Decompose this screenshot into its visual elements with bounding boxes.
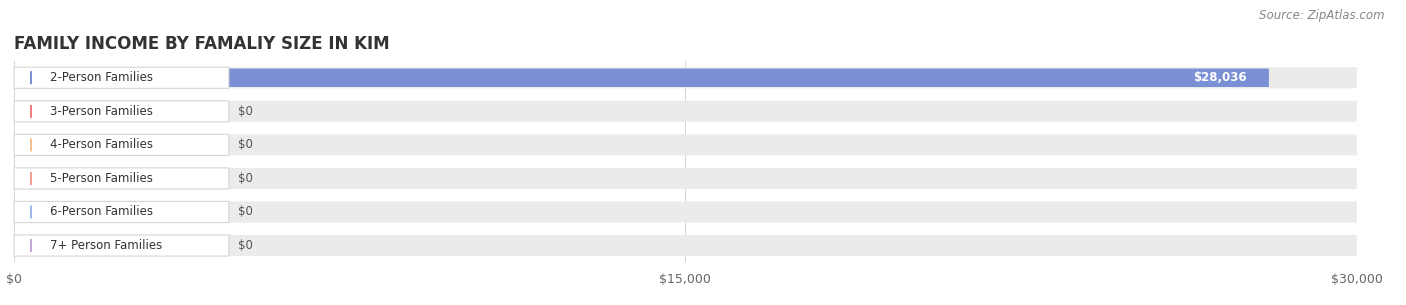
FancyBboxPatch shape	[14, 67, 1357, 88]
FancyBboxPatch shape	[14, 136, 139, 154]
Text: $0: $0	[238, 206, 253, 218]
FancyBboxPatch shape	[14, 134, 1357, 156]
Text: $0: $0	[238, 138, 253, 151]
Text: 5-Person Families: 5-Person Families	[49, 172, 153, 185]
FancyBboxPatch shape	[14, 201, 229, 223]
Text: $0: $0	[238, 172, 253, 185]
Text: 6-Person Families: 6-Person Families	[49, 206, 153, 218]
FancyBboxPatch shape	[14, 101, 229, 122]
Text: 3-Person Families: 3-Person Families	[49, 105, 153, 118]
FancyBboxPatch shape	[14, 69, 1268, 87]
FancyBboxPatch shape	[14, 102, 139, 120]
Text: $0: $0	[238, 239, 253, 252]
Text: 7+ Person Families: 7+ Person Families	[49, 239, 162, 252]
FancyBboxPatch shape	[14, 168, 229, 189]
FancyBboxPatch shape	[14, 101, 1357, 122]
FancyBboxPatch shape	[14, 168, 1357, 189]
FancyBboxPatch shape	[14, 235, 229, 256]
FancyBboxPatch shape	[14, 203, 139, 221]
Text: 2-Person Families: 2-Person Families	[49, 71, 153, 84]
FancyBboxPatch shape	[14, 67, 229, 88]
Text: $28,036: $28,036	[1192, 71, 1247, 84]
FancyBboxPatch shape	[14, 236, 139, 255]
FancyBboxPatch shape	[14, 169, 139, 188]
Text: Source: ZipAtlas.com: Source: ZipAtlas.com	[1260, 9, 1385, 22]
FancyBboxPatch shape	[14, 235, 1357, 256]
Text: $0: $0	[238, 105, 253, 118]
Text: 4-Person Families: 4-Person Families	[49, 138, 153, 151]
Text: FAMILY INCOME BY FAMALIY SIZE IN KIM: FAMILY INCOME BY FAMALIY SIZE IN KIM	[14, 35, 389, 53]
FancyBboxPatch shape	[14, 201, 1357, 223]
FancyBboxPatch shape	[14, 134, 229, 156]
